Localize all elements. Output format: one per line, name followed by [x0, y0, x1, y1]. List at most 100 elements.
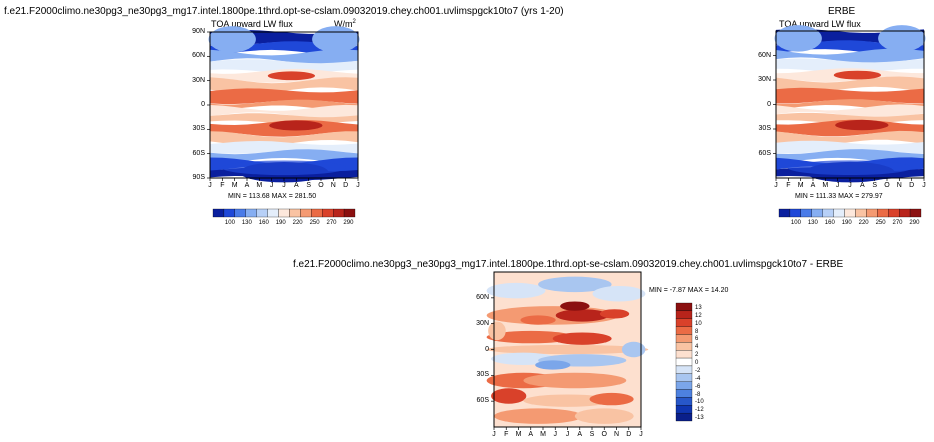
diff-x-tick-label: M	[540, 431, 546, 438]
obs-heatmap	[773, 25, 926, 183]
colorbar-label: -8	[695, 391, 701, 398]
colorbar-label: 130	[807, 220, 818, 226]
flux-max	[267, 71, 316, 81]
colorbar-label: 6	[695, 336, 699, 343]
flux-band	[210, 149, 358, 163]
polar-lobe	[878, 25, 926, 52]
diff-minmax: MIN = -7.87 MAX = 14.20	[649, 287, 729, 294]
colorbar-swatch	[343, 208, 356, 218]
diff-x-tick-label: M	[515, 431, 522, 438]
colorbar-label: 220	[858, 220, 869, 226]
polar-lobe	[221, 160, 347, 176]
colorbar-label: 10	[695, 320, 702, 327]
colorbar-swatch	[675, 334, 693, 343]
diff-anomaly	[486, 330, 575, 344]
diff-anomaly	[486, 344, 649, 355]
model-panel-title: f.e21.F2000climo.ne30pg3_ne30pg3_mg17.in…	[4, 6, 564, 17]
diff-heatmap	[486, 271, 649, 430]
polar-lobe	[787, 160, 913, 176]
model-y-tick-label: 90N	[192, 28, 205, 35]
diff-anomaly	[523, 372, 627, 389]
model-x-tick-label: O	[318, 182, 324, 189]
obs-x-tick-label: S	[872, 182, 877, 189]
model-y-tick-label: 90S	[192, 174, 205, 181]
colorbar-label: 290	[909, 220, 920, 226]
obs-y-tick-label: 60S	[758, 149, 771, 157]
colorbar-label: 130	[241, 220, 252, 226]
model-x-tick-label: J	[269, 182, 274, 189]
model-heatmap	[207, 26, 360, 183]
colorbar-label: 2	[695, 352, 699, 359]
diff-y-tick-label: 60S	[476, 397, 489, 405]
model-minmax: MIN = 113.68 MAX = 281.50	[228, 193, 317, 200]
diff-colorbar	[675, 302, 693, 422]
colorbar-swatch	[877, 208, 889, 218]
colorbar-label: 12	[695, 312, 702, 319]
colorbar-swatch	[800, 208, 812, 218]
model-y-tick-label: 30N	[192, 76, 205, 84]
colorbar-label: 220	[292, 220, 303, 226]
colorbar-swatch	[822, 208, 834, 218]
colorbar-label: 250	[309, 220, 320, 226]
obs-x-tick-label: D	[909, 182, 915, 189]
colorbar-swatch	[778, 208, 791, 218]
colorbar-swatch	[234, 208, 246, 218]
diff-anomaly	[560, 301, 590, 311]
diff-anomaly	[621, 341, 646, 358]
colorbar-swatch	[256, 208, 268, 218]
colorbar-swatch	[322, 208, 334, 218]
diff-anomaly	[486, 282, 546, 299]
colorbar-label: -13	[695, 415, 704, 422]
obs-y-tick-label: 30S	[758, 125, 771, 132]
colorbar-label: 270	[326, 220, 337, 226]
obs-x-tick-label: J	[774, 182, 778, 189]
colorbar-swatch	[675, 365, 693, 374]
flux-band	[210, 59, 358, 74]
colorbar-label: 190	[275, 220, 286, 226]
model-units-label: W/m2	[334, 19, 356, 29]
model-x-tick-label: A	[244, 182, 250, 189]
model-y-tick-label: 60S	[192, 149, 205, 157]
model-variable-label: TOA upward LW flux	[211, 19, 293, 29]
colorbar-label: 250	[875, 220, 886, 226]
flux-band	[776, 58, 924, 73]
colorbar-label: 100	[224, 220, 235, 226]
model-x-tick-label: J	[282, 182, 286, 189]
obs-minmax: MIN = 111.33 MAX = 279.97	[795, 193, 883, 200]
colorbar-swatch	[909, 208, 922, 218]
diff-anomaly	[538, 276, 612, 293]
flux-band	[210, 49, 358, 65]
diff-anomaly	[589, 392, 634, 406]
obs-x-tick-label: M	[822, 182, 829, 189]
diff-x-tick-label: J	[553, 431, 558, 438]
colorbar-swatch	[844, 208, 856, 218]
model-x-tick-label: J	[356, 182, 360, 189]
colorbar-swatch	[289, 208, 301, 218]
colorbar-swatch	[212, 208, 225, 218]
obs-x-tick-label: F	[786, 182, 791, 189]
flux-band	[210, 104, 358, 119]
colorbar-swatch	[675, 389, 693, 398]
colorbar-swatch	[245, 208, 257, 218]
flux-band	[776, 87, 924, 104]
colorbar-label: -6	[695, 383, 701, 390]
diff-anomaly	[552, 332, 612, 345]
diff-y-tick-label: 0	[485, 345, 489, 353]
obs-y-tick-label: 30N	[758, 76, 771, 83]
diff-x-tick-label: D	[626, 431, 632, 438]
obs-y-tick-label: 0	[767, 100, 771, 108]
flux-band	[210, 141, 358, 154]
flux-band	[210, 88, 358, 104]
diff-anomaly	[488, 321, 506, 341]
polar-lobe	[774, 25, 822, 52]
colorbar-swatch	[866, 208, 878, 218]
colorbar-swatch	[675, 310, 693, 319]
diff-x-tick-label: J	[565, 431, 570, 438]
flux-max	[833, 70, 882, 80]
colorbar-swatch	[899, 208, 911, 218]
diff-x-tick-label: A	[528, 431, 534, 438]
obs-variable-label: TOA upward LW flux	[779, 19, 861, 29]
colorbar-swatch	[278, 208, 290, 218]
flux-max	[269, 120, 323, 131]
diff-x-tick-label: S	[589, 431, 595, 438]
